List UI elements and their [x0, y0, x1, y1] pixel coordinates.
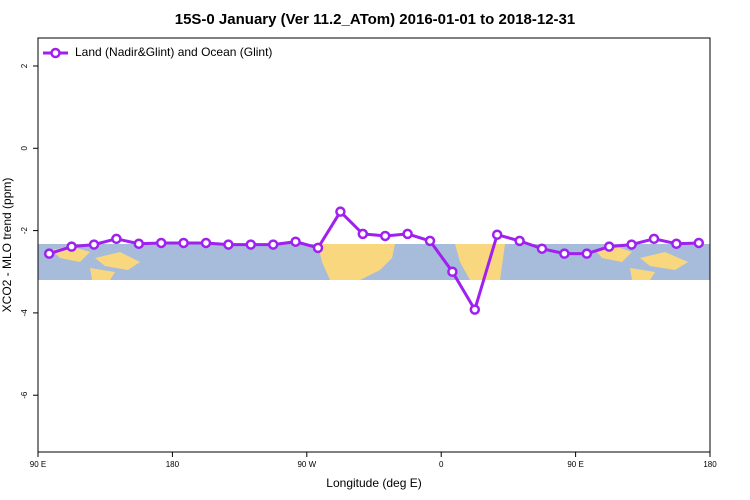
y-tick-label: 0 — [20, 146, 29, 151]
point — [491, 229, 503, 240]
point — [536, 243, 548, 254]
point — [335, 206, 346, 217]
point — [671, 238, 682, 250]
point — [290, 236, 301, 247]
point — [312, 242, 324, 254]
point — [223, 239, 234, 250]
y-tick-label: -2 — [20, 226, 29, 234]
point — [581, 248, 593, 259]
point — [559, 248, 570, 259]
point — [357, 228, 369, 240]
y-tick-label: -4 — [20, 309, 29, 317]
point — [155, 237, 167, 249]
point — [200, 237, 212, 249]
y-tick-label: 2 — [20, 63, 29, 68]
point — [447, 266, 458, 277]
point — [267, 239, 279, 250]
x-tick-label: 90 E — [567, 460, 583, 469]
point — [424, 235, 436, 247]
point — [88, 239, 100, 250]
point — [66, 241, 77, 252]
y-tick-label: -6 — [20, 391, 29, 399]
x-tick-label: 0 — [439, 460, 444, 469]
point — [626, 239, 637, 250]
point — [648, 233, 660, 245]
legend-marker — [50, 47, 61, 59]
point — [469, 304, 481, 315]
point — [178, 237, 189, 249]
point — [379, 230, 391, 242]
x-tick-label: 90 E — [30, 460, 46, 469]
plot-frame — [37, 37, 711, 453]
point — [603, 241, 615, 252]
x-axis-label: Longitude (deg E) — [326, 476, 421, 490]
point — [514, 235, 525, 247]
point — [245, 239, 257, 250]
point — [133, 238, 145, 250]
y-axis-label: XCO2 - MLO trend (ppm) — [0, 178, 14, 313]
x-tick-label: 180 — [166, 460, 180, 469]
point — [111, 233, 122, 245]
point — [693, 237, 705, 249]
point — [402, 228, 413, 240]
x-tick-label: 180 — [703, 460, 717, 469]
x-tick-label: 90 W — [297, 460, 316, 469]
chart-title: 15S-0 January (Ver 11.2_ATom) 2016-01-01… — [175, 11, 576, 28]
point — [43, 248, 55, 259]
legend-label: Land (Nadir&Glint) and Ocean (Glint) — [75, 45, 272, 59]
